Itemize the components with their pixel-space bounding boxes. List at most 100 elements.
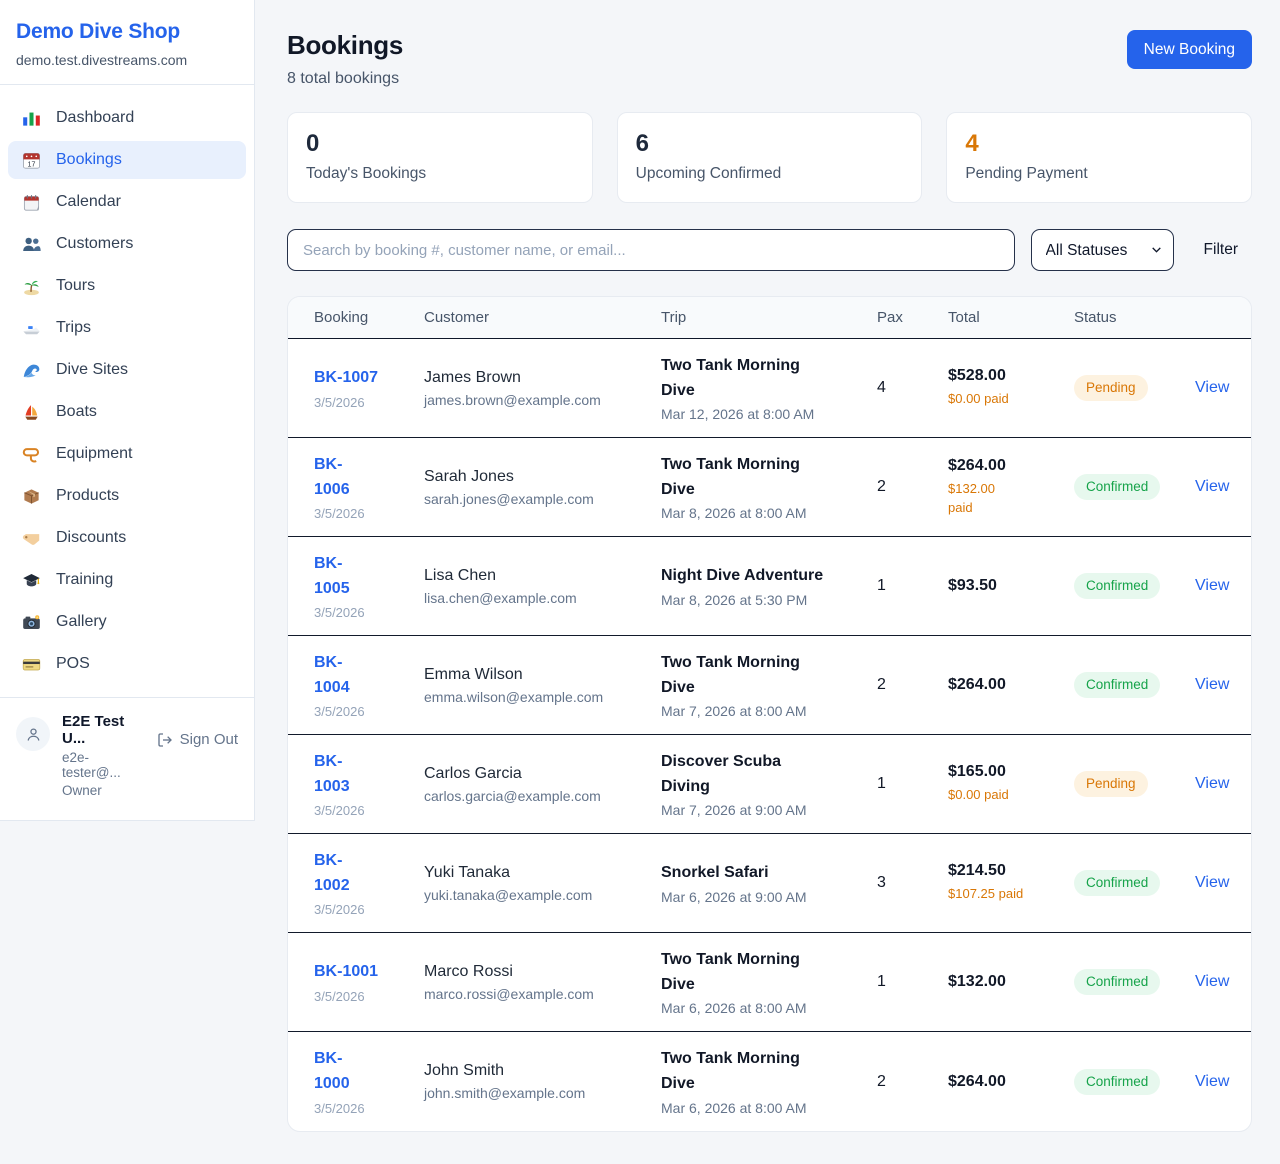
view-cell: View <box>1195 478 1229 496</box>
booking-id-link[interactable]: BK-1003 <box>314 752 350 795</box>
credit-card-icon <box>21 654 41 674</box>
sidebar-item-discounts[interactable]: Discounts <box>8 519 246 557</box>
customer-name: Carlos Garcia <box>424 764 522 782</box>
sidebar-item-products[interactable]: Products <box>8 477 246 515</box>
bookings-table: Booking Customer Trip Pax Total Status B… <box>287 296 1252 1132</box>
booking-id-link[interactable]: BK-1000 <box>314 1050 350 1092</box>
view-link[interactable]: View <box>1195 676 1230 693</box>
sidebar-item-label: Gallery <box>56 613 107 630</box>
sidebar-item-tours[interactable]: Tours <box>8 267 246 305</box>
sign-out-label: Sign Out <box>179 731 238 748</box>
sidebar-item-label: Equipment <box>56 445 133 462</box>
view-link[interactable]: View <box>1195 379 1230 396</box>
trip-datetime: Mar 6, 2026 at 9:00 AM <box>661 888 807 905</box>
view-link[interactable]: View <box>1195 775 1230 792</box>
sidebar-item-label: Calendar <box>56 193 121 210</box>
pax-count: 1 <box>877 577 886 594</box>
trip-name: Two Tank Morning Dive <box>661 950 800 993</box>
sidebar-item-boats[interactable]: Boats <box>8 393 246 431</box>
sidebar-item-training[interactable]: Training <box>8 561 246 599</box>
total-amount: $264.00 <box>948 1072 1006 1090</box>
booking-id-link[interactable]: BK-1007 <box>314 369 379 387</box>
new-booking-button[interactable]: New Booking <box>1126 30 1252 69</box>
view-link[interactable]: View <box>1195 478 1230 495</box>
customer-name: James Brown <box>424 368 521 386</box>
view-link[interactable]: View <box>1195 577 1230 594</box>
sidebar-item-dive-sites[interactable]: Dive Sites <box>8 351 246 389</box>
paid-amount: $132.00 paid <box>948 480 995 515</box>
booking-date: 3/5/2026 <box>314 605 365 621</box>
trip-cell: Two Tank Morning Dive Mar 6, 2026 at 8:0… <box>661 948 877 1017</box>
status-badge: Confirmed <box>1074 474 1161 500</box>
graduation-cap-icon <box>21 570 41 590</box>
status-badge: Confirmed <box>1074 672 1161 698</box>
customer-name: Emma Wilson <box>424 665 523 683</box>
column-header-booking: Booking <box>314 309 369 326</box>
view-cell: View <box>1195 676 1229 694</box>
sidebar-item-gallery[interactable]: Gallery <box>8 603 246 641</box>
view-link[interactable]: View <box>1195 973 1230 990</box>
total-cell: $93.50 <box>948 577 1074 595</box>
customer-cell: Carlos Garcia carlos.garcia@example.com <box>424 765 661 804</box>
customer-cell: Emma Wilson emma.wilson@example.com <box>424 666 661 705</box>
customer-cell: Sarah Jones sarah.jones@example.com <box>424 468 661 507</box>
view-link[interactable]: View <box>1195 874 1230 891</box>
sidebar-item-label: Boats <box>56 403 97 420</box>
column-header-customer: Customer <box>424 309 490 326</box>
logout-icon <box>157 732 172 747</box>
column-header-pax: Pax <box>877 309 903 326</box>
stats-row: 0 Today's Bookings 6 Upcoming Confirmed … <box>287 112 1253 203</box>
sidebar-item-trips[interactable]: Trips <box>8 309 246 347</box>
sidebar-item-customers[interactable]: Customers <box>8 225 246 263</box>
booking-cell: BK-1000 3/5/2026 <box>314 1047 424 1116</box>
user-name: E2E Test U... <box>62 713 125 747</box>
sidebar-item-bookings[interactable]: 17 Bookings <box>8 141 246 179</box>
trip-cell: Snorkel Safari Mar 6, 2026 at 9:00 AM <box>661 861 877 905</box>
booking-id-link[interactable]: BK-1006 <box>314 455 350 498</box>
trip-name: Two Tank Morning Dive <box>661 356 800 399</box>
speedboat-icon <box>21 318 41 338</box>
sidebar-item-calendar[interactable]: Calendar <box>8 183 246 221</box>
customer-cell: Lisa Chen lisa.chen@example.com <box>424 567 661 606</box>
user-footer: E2E Test U... e2e-tester@... Owner Sign … <box>0 697 254 820</box>
view-cell: View <box>1195 775 1229 793</box>
pax-count: 2 <box>877 1072 886 1090</box>
sidebar-item-equipment[interactable]: Equipment <box>8 435 246 473</box>
booking-id-link[interactable]: BK-1001 <box>314 963 379 981</box>
sign-out-button[interactable]: Sign Out <box>157 731 238 748</box>
sidebar-item-label: Training <box>56 571 114 588</box>
paid-amount: $0.00 paid <box>948 787 1009 803</box>
pax-count: 1 <box>877 775 886 792</box>
booking-id-link[interactable]: BK-1004 <box>314 653 350 696</box>
trip-datetime: Mar 6, 2026 at 8:00 AM <box>661 1099 807 1116</box>
stat-label: Upcoming Confirmed <box>635 165 782 182</box>
island-icon <box>21 276 41 296</box>
status-cell: Pending <box>1074 771 1195 797</box>
filter-button[interactable]: Filter <box>1203 241 1238 258</box>
sidebar-item-label: Dashboard <box>56 109 135 126</box>
booking-cell: BK-1002 3/5/2026 <box>314 849 424 918</box>
pax-count: 2 <box>877 676 886 693</box>
trip-cell: Two Tank Morning Dive Mar 6, 2026 at 8:0… <box>661 1047 877 1116</box>
table-header-row: Booking Customer Trip Pax Total Status <box>288 297 1251 339</box>
user-info: E2E Test U... e2e-tester@... Owner <box>62 713 145 798</box>
view-link[interactable]: View <box>1195 1072 1230 1090</box>
status-cell: Confirmed <box>1074 1068 1195 1095</box>
sidebar-item-dashboard[interactable]: Dashboard <box>8 99 246 137</box>
column-header-total: Total <box>948 309 980 326</box>
booking-id-link[interactable]: BK-1002 <box>314 851 350 894</box>
sailboat-icon <box>21 402 41 422</box>
search-input[interactable] <box>287 229 1015 271</box>
paid-amount: $107.25 paid <box>948 886 1024 902</box>
total-cell: $165.00 $0.00 paid <box>948 763 1074 805</box>
booking-id-link[interactable]: BK-1005 <box>314 554 350 597</box>
total-amount: $93.50 <box>948 577 997 594</box>
status-filter-select[interactable]: All Statuses <box>1030 229 1174 271</box>
booking-date: 3/5/2026 <box>314 1100 365 1116</box>
camera-icon <box>21 612 41 632</box>
customer-email: marco.rossi@example.com <box>424 985 594 1002</box>
main-content: Bookings 8 total bookings New Booking 0 … <box>255 0 1280 1164</box>
sidebar-item-pos[interactable]: POS <box>8 645 246 683</box>
tag-icon <box>21 528 41 548</box>
customer-name: Marco Rossi <box>424 962 513 980</box>
